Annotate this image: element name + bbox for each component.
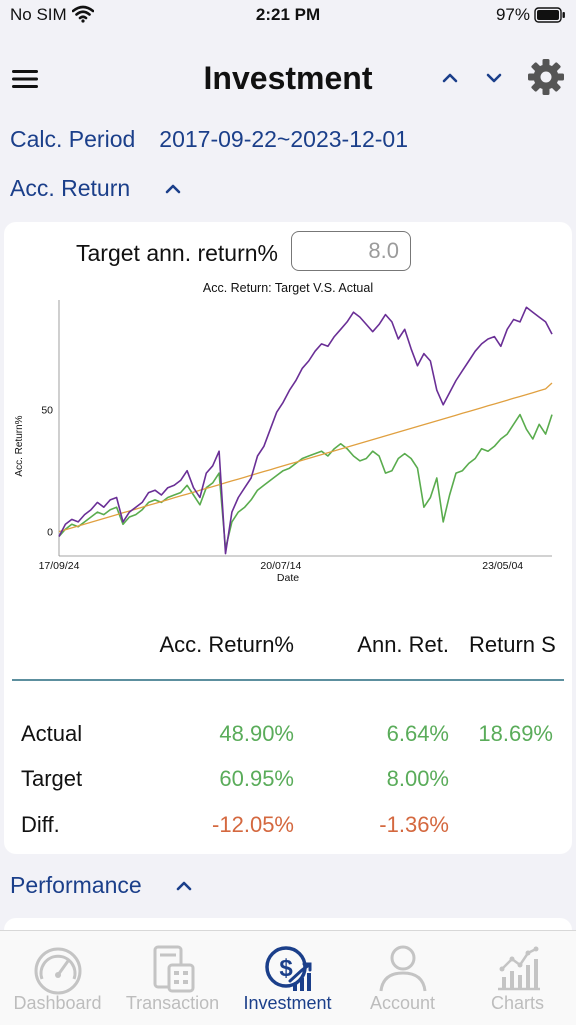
tab-investment[interactable]: $ Investment (230, 931, 345, 1025)
x-tick-label: 20/07/14 (260, 560, 301, 572)
status-bar: No SIM 2:21 PM 97% (0, 0, 576, 30)
y-tick-label: 50 (41, 405, 53, 417)
performance-section-header[interactable]: Performance (10, 872, 194, 900)
calc-period-value[interactable]: 2017-09-22~2023-12-01 (159, 126, 409, 152)
gear-icon[interactable] (527, 58, 565, 96)
series-line-purple (58, 306, 553, 555)
table-header-divider (12, 679, 564, 681)
line-chart-icon (490, 943, 546, 995)
x-tick-label: 23/05/04 (482, 560, 523, 572)
svg-text:$: $ (279, 955, 293, 982)
acc-return-section-header[interactable]: Acc. Return (10, 175, 183, 203)
acc-return-section-title: Acc. Return (10, 175, 131, 201)
tab-dashboard[interactable]: Dashboard (0, 931, 115, 1025)
performance-section-title: Performance (10, 872, 142, 898)
tab-bar: Dashboard Transaction $ (0, 930, 576, 1025)
y-tick-label: 0 (47, 527, 53, 539)
row-label-diff: Diff. (21, 812, 60, 837)
x-axis-label: Date (277, 572, 299, 584)
target-return-input[interactable]: 8.0 (291, 231, 411, 271)
calculator-icon (145, 943, 201, 995)
tab-account-label: Account (369, 993, 436, 1013)
diff-ann-ret: -1.36% (379, 812, 449, 837)
actual-ann-ret: 6.64% (386, 721, 449, 746)
tab-transaction-label: Transaction (125, 993, 220, 1013)
row-label-target: Target (21, 766, 83, 791)
row-label-actual: Actual (21, 721, 83, 746)
y-axis-label: Acc. Return% (14, 415, 25, 476)
chevron-up-icon[interactable] (174, 873, 194, 900)
clock: 2:21 PM (255, 5, 321, 24)
actual-return-s: 18.69% (478, 721, 553, 746)
acc-return-chart: Acc. Return: Target V.S. Actual Acc. Ret… (4, 274, 572, 590)
chart-canvas: Acc. Return: Target V.S. Actual Acc. Ret… (14, 281, 553, 584)
page-title: Investment (203, 60, 373, 96)
gauge-icon (30, 943, 86, 995)
investment-icon: $ (260, 943, 316, 995)
tab-charts[interactable]: Charts (460, 931, 575, 1025)
chevron-up-icon[interactable] (163, 176, 183, 203)
x-tick-label: 17/09/24 (39, 560, 80, 572)
target-acc-return: 60.95% (219, 766, 294, 791)
target-line (58, 382, 553, 533)
chevron-up-icon[interactable] (436, 66, 464, 90)
target-ann-ret: 8.00% (386, 766, 449, 791)
header-return-s: Return S (469, 632, 556, 657)
acc-return-card: Target ann. return% 8.0 Acc. Return: Tar… (4, 222, 572, 854)
battery-icon (534, 7, 566, 28)
header-ann-ret: Ann. Ret. (357, 632, 449, 657)
tab-account[interactable]: Account (345, 931, 460, 1025)
header-acc-return: Acc. Return% (159, 632, 295, 657)
menu-icon[interactable] (10, 64, 40, 94)
wifi-icon (71, 5, 95, 28)
tab-charts-label: Charts (490, 993, 544, 1013)
calc-period-row: Calc. Period 2017-09-22~2023-12-01 (10, 126, 408, 153)
calc-period-label: Calc. Period (10, 126, 136, 152)
diff-acc-return: -12.05% (212, 812, 294, 837)
tab-dashboard-label: Dashboard (13, 993, 102, 1013)
chart-title: Acc. Return: Target V.S. Actual (203, 281, 373, 295)
battery-percent: 97% (495, 5, 530, 24)
chevron-down-icon[interactable] (480, 66, 508, 90)
person-icon (375, 943, 431, 995)
tab-transaction[interactable]: Transaction (115, 931, 230, 1025)
series-line-green (58, 413, 553, 550)
tab-investment-label: Investment (243, 993, 332, 1013)
actual-acc-return: 48.90% (219, 721, 294, 746)
carrier-label: No SIM (10, 5, 67, 24)
nav-bar: Investment (0, 50, 576, 108)
target-return-label: Target ann. return% (76, 240, 279, 266)
